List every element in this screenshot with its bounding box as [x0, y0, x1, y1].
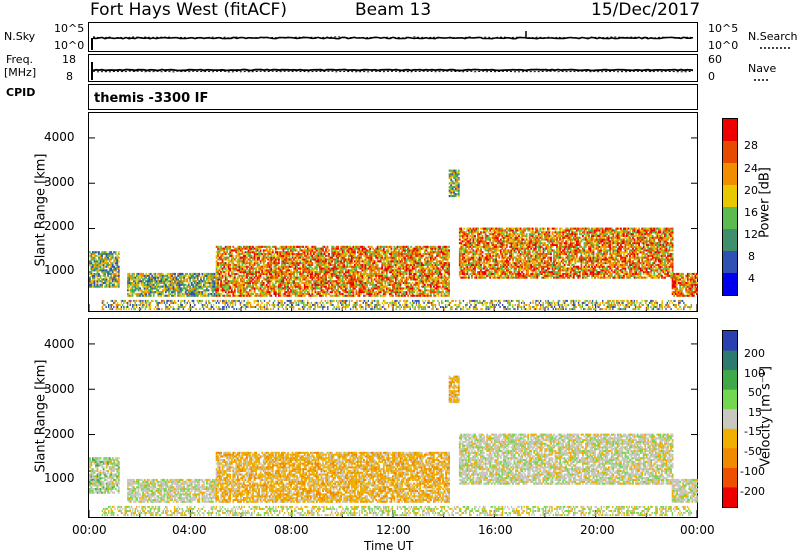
colorbar-segment-0-7 — [723, 273, 737, 296]
colorbar-segment-1-4 — [723, 409, 737, 429]
colorbar-segment-0-6 — [723, 251, 737, 274]
data-region-0-3 — [449, 170, 460, 198]
data-region-1-0 — [89, 457, 120, 494]
colorbar-segment-0-1 — [723, 141, 737, 164]
colorbar-segment-1-5 — [723, 429, 737, 449]
colorbar-segment-1-1 — [723, 351, 737, 371]
colorbar-segment-0-0 — [723, 119, 737, 142]
data-region-0-4 — [459, 228, 674, 279]
colorbar-segment-0-3 — [723, 185, 737, 208]
freq-trace — [93, 70, 693, 71]
colorbar-segment-1-3 — [723, 390, 737, 410]
data-region-0-2 — [216, 246, 450, 297]
data-region-0-5 — [672, 273, 698, 297]
colorbar-segment-1-7 — [723, 468, 737, 488]
colorbar-segment-0-5 — [723, 229, 737, 252]
colorbar-segment-0-4 — [723, 207, 737, 230]
data-region-0-1 — [127, 273, 217, 297]
data-region-1-2 — [216, 452, 450, 503]
data-region-1-1 — [127, 479, 217, 503]
data-region-1-3 — [449, 376, 460, 404]
nave-trace — [93, 71, 693, 72]
colorbar-segment-0-2 — [723, 163, 737, 186]
plot-layer — [0, 0, 800, 554]
colorbar-segment-1-2 — [723, 370, 737, 390]
data-region-1-5 — [672, 479, 698, 503]
colorbar-segment-1-0 — [723, 331, 737, 351]
colorbar-segment-1-6 — [723, 448, 737, 468]
data-region-1-4 — [459, 434, 674, 485]
data-region-0-0 — [89, 251, 120, 288]
colorbar-segment-1-8 — [723, 487, 737, 507]
